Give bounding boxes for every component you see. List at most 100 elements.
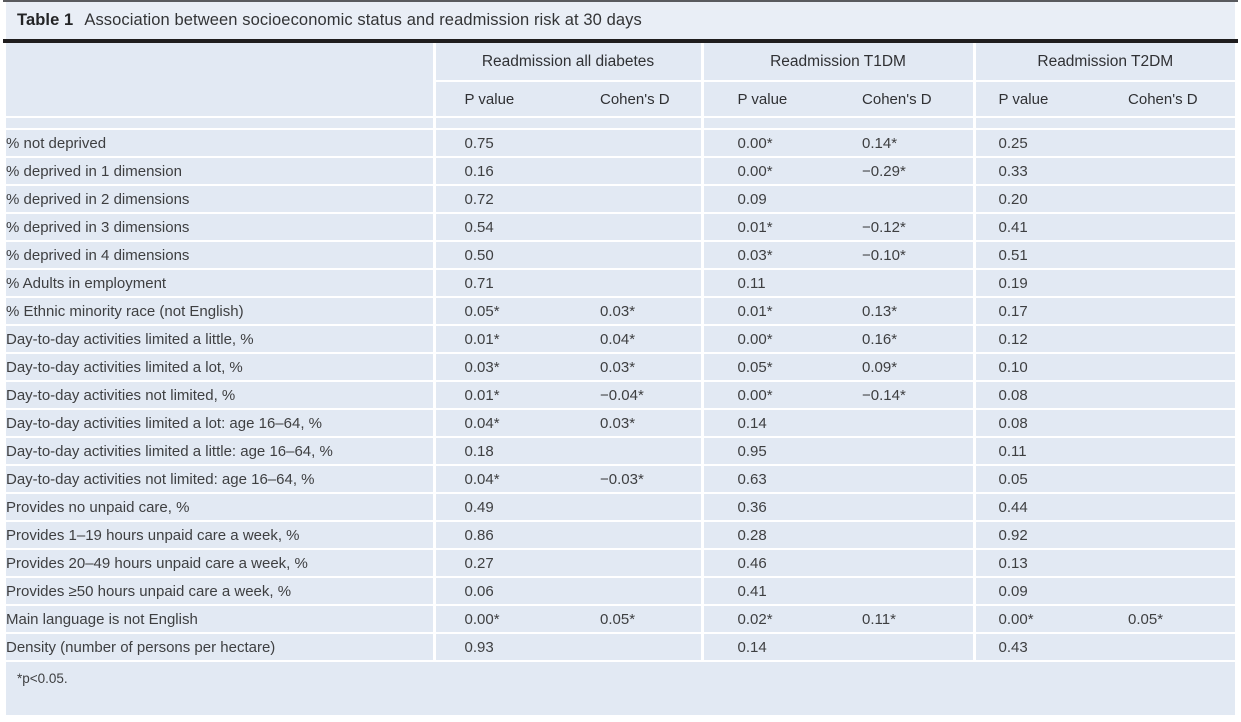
cell-all-pvalue: 0.04* (432, 465, 600, 494)
cell-t2dm-cohensd (1128, 409, 1236, 438)
cell-t2dm-cohensd (1128, 353, 1236, 382)
cell-t2dm-pvalue: 0.20 (972, 185, 1129, 214)
row-label: Density (number of persons per hectare) (6, 633, 434, 662)
cell-all-cohensd (600, 157, 703, 186)
cell-all-pvalue: 0.03* (432, 353, 600, 382)
cell-t2dm-pvalue: 0.17 (972, 297, 1129, 326)
cell-all-cohensd (600, 213, 703, 242)
cell-all-cohensd (600, 185, 703, 214)
cell-all-pvalue: 0.05* (432, 297, 600, 326)
cell-t1dm-cohensd: 0.09* (862, 353, 975, 382)
cell-t1dm-cohensd (862, 185, 975, 214)
table-row: Main language is not English 0.00* 0.05*… (6, 605, 1236, 634)
cell-t2dm-cohensd (1128, 185, 1236, 214)
spacer-cell (432, 117, 600, 130)
cell-t2dm-cohensd (1128, 325, 1236, 354)
cell-t2dm-cohensd (1128, 213, 1236, 242)
subheader-t2dm-pvalue: P value (972, 81, 1129, 118)
cell-t1dm-cohensd (862, 465, 975, 494)
row-label: Day-to-day activities limited a little: … (6, 437, 434, 466)
row-label: % deprived in 4 dimensions (6, 241, 434, 270)
cell-t1dm-pvalue: 0.00* (700, 381, 863, 410)
cell-all-cohensd: 0.03* (600, 297, 703, 326)
cell-t1dm-pvalue: 0.95 (700, 437, 863, 466)
table-row: Density (number of persons per hectare) … (6, 633, 1236, 662)
table-footnote: *p<0.05. (17, 671, 68, 686)
association-table: Readmission all diabetes Readmission T1D… (6, 43, 1236, 662)
cell-t1dm-cohensd: 0.13* (862, 297, 975, 326)
row-label: Provides 1–19 hours unpaid care a week, … (6, 521, 434, 550)
cell-t1dm-pvalue: 0.05* (700, 353, 863, 382)
cell-all-pvalue: 0.54 (432, 213, 600, 242)
cell-t2dm-pvalue: 0.51 (972, 241, 1129, 270)
table-row: Day-to-day activities limited a little, … (6, 325, 1236, 354)
cell-t1dm-cohensd: 0.16* (862, 325, 975, 354)
cell-t2dm-pvalue: 0.19 (972, 269, 1129, 298)
cell-t2dm-cohensd: 0.05* (1128, 605, 1236, 634)
row-label: Provides no unpaid care, % (6, 493, 434, 522)
cell-t1dm-pvalue: 0.28 (700, 521, 863, 550)
cell-t2dm-cohensd (1128, 437, 1236, 466)
cell-t2dm-cohensd (1128, 549, 1236, 578)
cell-all-cohensd: 0.03* (600, 409, 703, 438)
cell-all-pvalue: 0.49 (432, 493, 600, 522)
table-head: Readmission all diabetes Readmission T1D… (6, 43, 1236, 130)
row-label: % deprived in 2 dimensions (6, 185, 434, 214)
cell-t1dm-pvalue: 0.00* (700, 129, 863, 158)
table-row: % not deprived 0.75 0.00* 0.14* 0.25 (6, 129, 1236, 158)
cell-all-pvalue: 0.16 (432, 157, 600, 186)
subheader-all-pvalue: P value (432, 81, 600, 118)
cell-all-cohensd: 0.05* (600, 605, 703, 634)
row-label: % not deprived (6, 129, 434, 158)
cell-t2dm-pvalue: 0.05 (972, 465, 1129, 494)
cell-t2dm-pvalue: 0.43 (972, 633, 1129, 662)
cell-t2dm-pvalue: 0.44 (972, 493, 1129, 522)
cell-t1dm-cohensd: −0.10* (862, 241, 975, 270)
row-label: Day-to-day activities not limited: age 1… (6, 465, 434, 494)
cell-t1dm-cohensd: 0.11* (862, 605, 975, 634)
table-row: Day-to-day activities limited a little: … (6, 437, 1236, 466)
corner-cell (6, 43, 434, 118)
cell-t1dm-cohensd: 0.14* (862, 129, 975, 158)
cell-all-cohensd (600, 577, 703, 606)
table-row: % deprived in 4 dimensions 0.50 0.03* −0… (6, 241, 1236, 270)
cell-t2dm-pvalue: 0.00* (972, 605, 1129, 634)
table-row: Provides no unpaid care, % 0.49 0.36 0.4… (6, 493, 1236, 522)
cell-t2dm-cohensd (1128, 493, 1236, 522)
cell-t1dm-cohensd: −0.29* (862, 157, 975, 186)
sub-header-row: P value Cohen's D P value Cohen's D P va… (6, 81, 1236, 118)
cell-t1dm-pvalue: 0.46 (700, 549, 863, 578)
cell-t1dm-cohensd (862, 521, 975, 550)
cell-t2dm-pvalue: 0.11 (972, 437, 1129, 466)
cell-t1dm-cohensd (862, 269, 975, 298)
cell-t2dm-cohensd (1128, 241, 1236, 270)
cell-t2dm-pvalue: 0.12 (972, 325, 1129, 354)
subheader-t1dm-cohensd: Cohen's D (862, 81, 975, 118)
table-row: Day-to-day activities not limited: age 1… (6, 465, 1236, 494)
cell-t2dm-cohensd (1128, 269, 1236, 298)
subheader-all-cohensd: Cohen's D (600, 81, 703, 118)
spacer-cell (700, 117, 863, 130)
table-row: % Adults in employment 0.71 0.11 0.19 (6, 269, 1236, 298)
cell-t1dm-cohensd (862, 577, 975, 606)
cell-t1dm-pvalue: 0.14 (700, 633, 863, 662)
table-row: Day-to-day activities limited a lot: age… (6, 409, 1236, 438)
cell-t1dm-pvalue: 0.00* (700, 157, 863, 186)
table-number: Table 1 (17, 11, 74, 29)
cell-t1dm-pvalue: 0.63 (700, 465, 863, 494)
cell-all-pvalue: 0.86 (432, 521, 600, 550)
cell-all-cohensd (600, 269, 703, 298)
group-header-row: Readmission all diabetes Readmission T1D… (6, 43, 1236, 118)
cell-all-cohensd (600, 437, 703, 466)
cell-t1dm-pvalue: 0.01* (700, 213, 863, 242)
cell-all-cohensd: 0.03* (600, 353, 703, 382)
cell-all-pvalue: 0.71 (432, 269, 600, 298)
cell-t1dm-cohensd: −0.14* (862, 381, 975, 410)
cell-all-pvalue: 0.18 (432, 437, 600, 466)
cell-t1dm-pvalue: 0.11 (700, 269, 863, 298)
cell-t1dm-pvalue: 0.41 (700, 577, 863, 606)
spacer-cell (1128, 117, 1236, 130)
cell-t1dm-cohensd (862, 633, 975, 662)
spacer-cell (6, 117, 434, 130)
table-row: Provides ≥50 hours unpaid care a week, %… (6, 577, 1236, 606)
